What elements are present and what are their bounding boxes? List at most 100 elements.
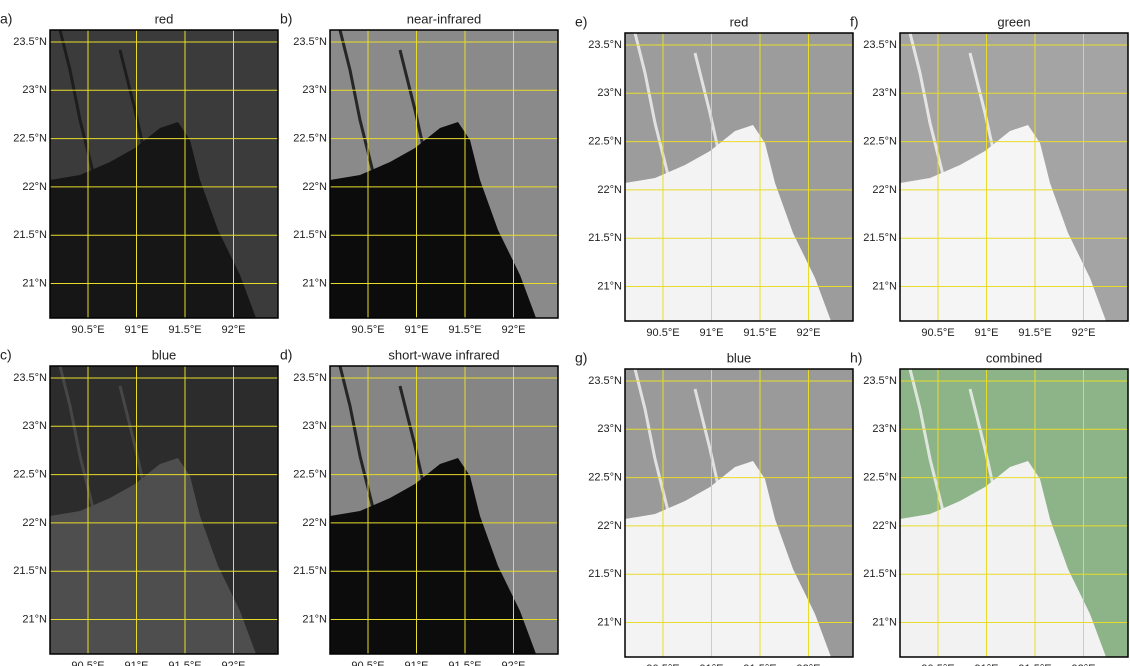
- lat-label: 23°N: [597, 423, 622, 435]
- map-panel: 23.5°N 23°N 22.5°N 22°N 21.5°N 21°N 90.5°E 91°E…: [575, 350, 854, 666]
- map-frame: [49, 29, 279, 319]
- lon-label: 91°E: [975, 327, 999, 339]
- panel-title: blue: [727, 350, 752, 365]
- lat-label: 21°N: [872, 616, 897, 628]
- lat-label: 21.5°N: [863, 232, 897, 244]
- map-sea: [625, 125, 831, 321]
- lon-label: 90.5°E: [921, 327, 954, 339]
- lat-label: 23.5°N: [13, 372, 47, 384]
- lat-label: 22°N: [872, 184, 897, 196]
- lat-label: 22°N: [597, 520, 622, 532]
- lat-label: 22.5°N: [293, 133, 327, 145]
- lat-label: 21.5°N: [588, 232, 622, 244]
- lon-label: 91°E: [125, 660, 149, 666]
- lon-label: 92°E: [1072, 663, 1096, 666]
- map-sea: [900, 461, 1106, 657]
- lon-label: 91°E: [125, 324, 149, 336]
- lat-label: 23.5°N: [588, 39, 622, 51]
- map-panel: 23.5°N 23°N 22.5°N 22°N 21.5°N 21°N 90.5°E 91°E…: [575, 14, 854, 339]
- panel-label: f): [850, 14, 859, 30]
- lat-label: 21.5°N: [863, 568, 897, 580]
- lon-label: 91°E: [405, 324, 429, 336]
- lat-label: 22.5°N: [588, 136, 622, 148]
- map-sea: [50, 458, 256, 654]
- lon-label: 90.5°E: [71, 324, 104, 336]
- lat-label: 21.5°N: [293, 229, 327, 241]
- map-frame: [899, 368, 1129, 658]
- lon-label: 91°E: [405, 660, 429, 666]
- lat-label: 23.5°N: [13, 36, 47, 48]
- lat-label: 23°N: [872, 87, 897, 99]
- lat-label: 22.5°N: [13, 469, 47, 481]
- panel-title: red: [730, 14, 749, 29]
- lat-label: 22°N: [872, 520, 897, 532]
- lon-label: 91.5°E: [168, 660, 201, 666]
- lat-label: 23.5°N: [293, 372, 327, 384]
- map-frame: [49, 365, 279, 655]
- map-panel: 23.5°N 23°N 22.5°N 22°N 21.5°N 21°N 90.5°E 91°E…: [280, 11, 559, 336]
- lat-label: 21°N: [597, 616, 622, 628]
- lon-label: 91.5°E: [448, 324, 481, 336]
- lon-label: 91°E: [975, 663, 999, 666]
- lat-label: 22°N: [302, 517, 327, 529]
- panel-label: a): [0, 11, 12, 27]
- lon-label: 92°E: [1072, 327, 1096, 339]
- panel-label: b): [280, 11, 292, 27]
- lat-label: 23.5°N: [293, 36, 327, 48]
- lon-label: 91.5°E: [743, 663, 776, 666]
- lat-label: 22°N: [22, 517, 47, 529]
- lat-label: 21.5°N: [13, 229, 47, 241]
- lon-label: 91.5°E: [1018, 327, 1051, 339]
- panel-label: d): [280, 347, 292, 363]
- lon-label: 92°E: [797, 327, 821, 339]
- lat-label: 23°N: [22, 84, 47, 96]
- lat-label: 21°N: [872, 280, 897, 292]
- panel-label: e): [575, 14, 587, 30]
- lat-label: 22°N: [22, 181, 47, 193]
- lat-label: 21.5°N: [588, 568, 622, 580]
- lat-label: 23.5°N: [863, 39, 897, 51]
- lat-label: 21.5°N: [293, 565, 327, 577]
- map-frame: [624, 32, 854, 322]
- panel-label: g): [575, 350, 587, 366]
- lat-label: 23.5°N: [588, 375, 622, 387]
- map-panel: 23.5°N 23°N 22.5°N 22°N 21.5°N 21°N 90.5°E 91°E…: [850, 350, 1129, 666]
- lon-label: 92°E: [502, 324, 526, 336]
- lon-label: 91°E: [700, 327, 724, 339]
- lat-label: 21°N: [302, 613, 327, 625]
- lat-label: 22.5°N: [293, 469, 327, 481]
- map-panel: 23.5°N 23°N 22.5°N 22°N 21.5°N 21°N 90.5°E 91°E…: [280, 347, 559, 666]
- lon-label: 90.5°E: [646, 327, 679, 339]
- map-sea: [625, 461, 831, 657]
- lon-label: 91.5°E: [448, 660, 481, 666]
- lon-label: 90.5°E: [921, 663, 954, 666]
- lat-label: 21.5°N: [13, 565, 47, 577]
- panel-title: blue: [152, 347, 177, 362]
- lat-label: 22.5°N: [588, 472, 622, 484]
- lat-label: 23°N: [597, 87, 622, 99]
- lat-label: 21°N: [22, 613, 47, 625]
- map-sea: [330, 458, 536, 654]
- lon-label: 91.5°E: [743, 327, 776, 339]
- lat-label: 22°N: [597, 184, 622, 196]
- map-sea: [50, 122, 256, 318]
- lat-label: 22.5°N: [863, 136, 897, 148]
- lat-label: 22.5°N: [863, 472, 897, 484]
- lon-label: 90.5°E: [646, 663, 679, 666]
- lon-label: 90.5°E: [351, 324, 384, 336]
- panel-title: near-infrared: [407, 11, 481, 26]
- map-sea: [900, 125, 1106, 321]
- lon-label: 90.5°E: [71, 660, 104, 666]
- panel-title: green: [997, 14, 1030, 29]
- lon-label: 92°E: [222, 660, 246, 666]
- lon-label: 91.5°E: [1018, 663, 1051, 666]
- lat-label: 21°N: [597, 280, 622, 292]
- lon-label: 92°E: [502, 660, 526, 666]
- lon-label: 91.5°E: [168, 324, 201, 336]
- panel-label: c): [0, 347, 12, 363]
- lon-label: 90.5°E: [351, 660, 384, 666]
- map-panel: 23.5°N 23°N 22.5°N 22°N 21.5°N 21°N 90.5°E 91°E…: [0, 347, 279, 666]
- map-frame: [329, 29, 559, 319]
- map-sea: [330, 122, 536, 318]
